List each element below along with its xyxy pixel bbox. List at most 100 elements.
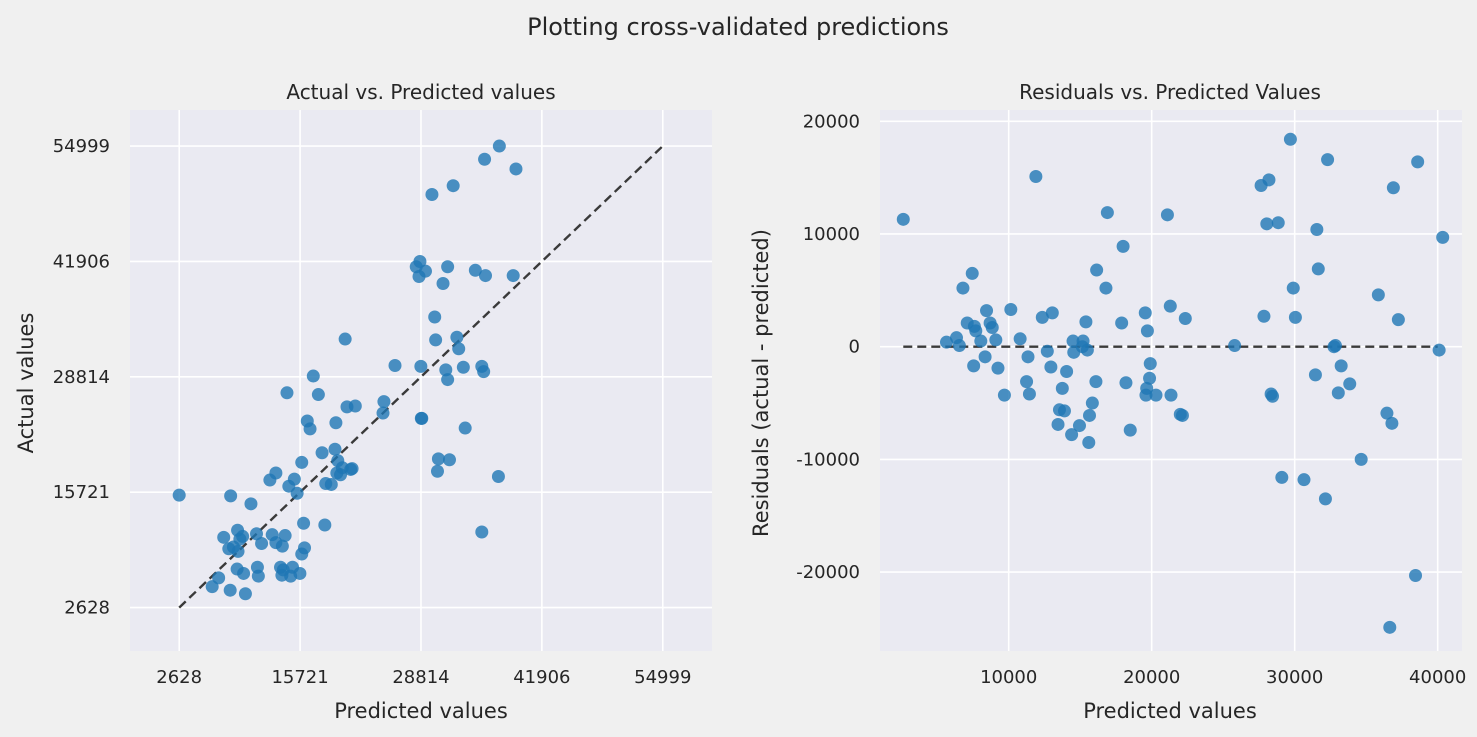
data-point <box>1004 302 1018 316</box>
y-tick-label: 2628 <box>64 598 110 619</box>
data-point <box>1013 332 1027 346</box>
data-point <box>418 264 432 278</box>
data-point <box>425 188 439 202</box>
x-tick-label: 30000 <box>1266 667 1323 688</box>
data-point <box>1371 288 1385 302</box>
data-point <box>1311 262 1325 276</box>
data-point <box>991 361 1005 375</box>
data-point <box>431 452 445 466</box>
data-point <box>441 373 455 387</box>
data-point <box>967 359 981 373</box>
y-tick-label: -10000 <box>796 449 860 470</box>
data-point <box>452 342 466 356</box>
data-point <box>1164 388 1178 402</box>
x-tick-label: 28814 <box>392 667 449 688</box>
data-point <box>329 416 343 430</box>
data-point <box>1138 306 1152 320</box>
data-point <box>1266 389 1280 403</box>
data-point <box>376 406 390 420</box>
data-point <box>939 335 953 349</box>
data-point <box>492 139 506 153</box>
ylabel-right: Residuals (actual - predicted) <box>749 229 773 537</box>
data-point <box>477 365 491 379</box>
y-tick-label: 15721 <box>53 482 110 503</box>
data-point <box>293 566 307 580</box>
plot-area-right <box>880 110 1462 651</box>
y-tick-label: 0 <box>849 337 860 358</box>
data-point <box>1080 343 1094 357</box>
figure-suptitle: Plotting cross-validated predictions <box>527 13 949 41</box>
data-point <box>1140 381 1154 395</box>
data-point <box>985 321 999 335</box>
ylabel-left: Actual values <box>14 313 38 454</box>
data-point <box>1175 408 1189 422</box>
xticks-left: 2628 15721 28814 41906 54999 <box>156 667 691 688</box>
data-point <box>1040 344 1054 358</box>
data-point <box>224 489 238 503</box>
data-point <box>1149 388 1163 402</box>
x-tick-label: 40000 <box>1409 667 1466 688</box>
points-right <box>896 132 1450 634</box>
chart-title-left: Actual vs. Predicted values <box>286 80 555 104</box>
data-point <box>1116 239 1130 253</box>
data-point <box>1143 371 1157 385</box>
data-point <box>430 464 444 478</box>
data-point <box>250 527 264 541</box>
data-point <box>311 388 325 402</box>
data-point <box>1297 473 1311 487</box>
data-point <box>1354 452 1368 466</box>
data-point <box>1045 306 1059 320</box>
data-point <box>1163 299 1177 313</box>
data-point <box>1115 316 1129 330</box>
data-point <box>1055 381 1069 395</box>
data-point <box>1082 408 1096 422</box>
grid-right <box>880 110 1462 651</box>
data-point <box>1334 359 1348 373</box>
data-point <box>251 569 265 583</box>
xlabel-right: Predicted values <box>1083 699 1257 723</box>
data-point <box>468 263 482 277</box>
y-tick-label: -20000 <box>796 562 860 583</box>
x-tick-label: 20000 <box>1123 667 1180 688</box>
data-point <box>1386 181 1400 195</box>
data-point <box>978 350 992 364</box>
data-point <box>478 269 492 283</box>
data-point <box>1057 404 1071 418</box>
data-point <box>989 333 1003 347</box>
x-tick-label: 15721 <box>271 667 328 688</box>
data-point <box>348 399 362 413</box>
data-point <box>429 333 443 347</box>
data-point <box>1065 428 1079 442</box>
data-point <box>1260 217 1274 231</box>
data-point <box>297 516 311 530</box>
data-point <box>491 470 505 484</box>
data-point <box>280 386 294 400</box>
yticks-right: -20000 -10000 0 10000 20000 <box>796 111 860 583</box>
data-point <box>377 395 391 409</box>
data-point <box>345 462 359 476</box>
data-point <box>1288 310 1302 324</box>
data-point <box>238 587 252 601</box>
data-point <box>969 324 983 338</box>
data-point <box>324 477 338 491</box>
chart-title-right: Residuals vs. Predicted Values <box>1019 80 1321 104</box>
data-point <box>1343 377 1357 391</box>
data-point <box>1228 339 1242 353</box>
data-point <box>475 525 489 539</box>
data-point <box>306 369 320 383</box>
data-point <box>1090 263 1104 277</box>
y-tick-label: 10000 <box>803 224 860 245</box>
data-point <box>1331 386 1345 400</box>
data-point <box>1021 350 1035 364</box>
data-point <box>244 497 258 511</box>
data-point <box>290 486 304 500</box>
data-point <box>1089 375 1103 389</box>
data-point <box>298 541 312 555</box>
data-point <box>442 453 456 467</box>
data-point <box>1140 324 1154 338</box>
data-point <box>1286 281 1300 295</box>
data-point <box>1100 206 1114 220</box>
data-point <box>997 388 1011 402</box>
data-point <box>1436 230 1450 244</box>
data-point <box>413 254 427 268</box>
